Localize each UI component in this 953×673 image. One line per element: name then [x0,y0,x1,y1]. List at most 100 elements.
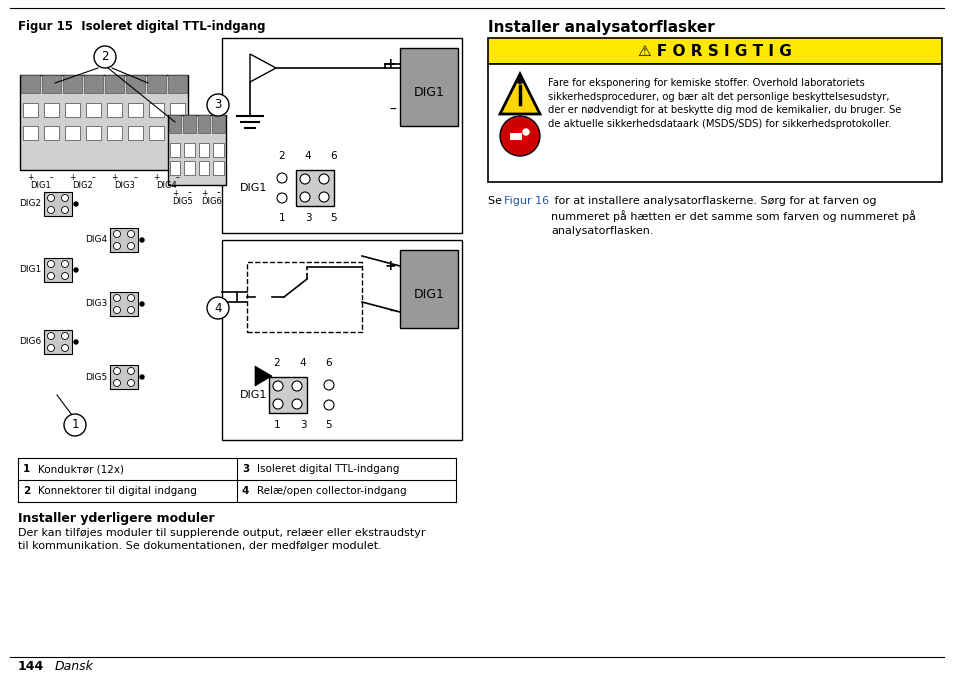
Bar [170,143,180,157]
Text: –: – [91,174,95,182]
Bar [247,262,361,332]
Bar [23,126,38,140]
Circle shape [61,207,69,213]
Text: for at installere analysatorflaskerne. Sørg for at farven og
nummeret på hætten : for at installere analysatorflaskerne. S… [551,196,915,236]
Bar [128,126,143,140]
Bar [63,75,82,93]
Circle shape [128,230,134,238]
Text: –: – [133,174,137,182]
Text: Dansk: Dansk [55,660,93,673]
Circle shape [318,192,329,202]
Bar [110,228,138,252]
Text: 3: 3 [214,98,221,112]
Circle shape [74,268,78,272]
Text: 4: 4 [242,486,249,496]
Text: DIG2: DIG2 [19,199,41,209]
Text: DIG5: DIG5 [85,372,107,382]
Bar [170,103,185,117]
Circle shape [324,400,334,410]
Bar [44,126,59,140]
Circle shape [522,129,529,135]
Bar [169,115,181,133]
Bar [126,75,145,93]
Bar [44,103,59,117]
Text: –: – [216,188,220,197]
Circle shape [273,381,283,391]
Circle shape [48,273,54,279]
Text: +: + [384,57,395,71]
Bar [399,250,457,328]
Bar [42,75,61,93]
Text: DIG2: DIG2 [72,182,93,190]
Bar [213,143,224,157]
Bar [21,75,40,93]
Polygon shape [254,366,272,386]
Text: 1: 1 [274,420,280,430]
Text: 2: 2 [278,151,285,161]
Bar [110,365,138,389]
Circle shape [113,242,120,250]
Text: DIG3: DIG3 [114,182,135,190]
Circle shape [61,332,69,339]
Text: Se: Se [488,196,505,206]
Bar [168,115,226,185]
Bar [488,38,941,64]
Text: DIG1: DIG1 [414,85,444,98]
Text: 1: 1 [278,213,285,223]
Circle shape [318,174,329,184]
Bar [488,64,941,182]
Bar [86,126,101,140]
Text: DIG3: DIG3 [85,299,107,308]
Bar [44,192,71,216]
Circle shape [140,375,144,379]
Text: 3: 3 [304,213,311,223]
Text: +: + [70,174,75,182]
Text: Figur 16: Figur 16 [503,196,549,206]
Bar [269,377,307,413]
Circle shape [48,345,54,351]
Circle shape [292,399,302,409]
Bar [147,75,166,93]
Circle shape [299,174,310,184]
Circle shape [276,173,287,183]
Text: ⚠ F O R S I G T I G: ⚠ F O R S I G T I G [638,44,791,59]
Circle shape [48,332,54,339]
Text: –: – [175,174,179,182]
Bar [184,161,194,175]
Bar [168,75,187,93]
Text: 4: 4 [299,358,306,368]
Bar [65,126,80,140]
Bar [170,126,185,140]
Text: 4: 4 [304,151,311,161]
Text: DIG4: DIG4 [156,182,177,190]
Text: Fare for eksponering for kemiske stoffer. Overhold laboratoriets
sikkerhedsproce: Fare for eksponering for kemiske stoffer… [547,78,901,129]
Text: Konnektorer til digital indgang: Konnektorer til digital indgang [38,486,196,496]
Circle shape [61,273,69,279]
Text: –: – [188,188,192,197]
Circle shape [499,116,539,156]
Circle shape [113,230,120,238]
Text: 4: 4 [214,302,221,314]
Text: DIG6: DIG6 [19,337,41,347]
Circle shape [517,79,522,83]
Text: DIG5: DIG5 [172,197,193,205]
Text: +: + [384,259,395,273]
Bar [44,330,71,354]
Bar [107,126,122,140]
Circle shape [276,193,287,203]
Bar [295,170,334,206]
Polygon shape [499,74,539,114]
Bar [184,143,194,157]
Bar [110,292,138,316]
Text: DIG1: DIG1 [240,183,267,193]
Bar [84,75,103,93]
Bar [198,115,211,133]
Circle shape [140,238,144,242]
Text: 1: 1 [71,419,79,431]
Text: 1: 1 [23,464,30,474]
Circle shape [324,380,334,390]
Circle shape [48,194,54,201]
Bar [44,258,71,282]
Text: Der kan tilføjes moduler til supplerende output, relæer eller ekstraudstyr
til k: Der kan tilføjes moduler til supplerende… [18,528,425,551]
Text: 5: 5 [331,213,337,223]
